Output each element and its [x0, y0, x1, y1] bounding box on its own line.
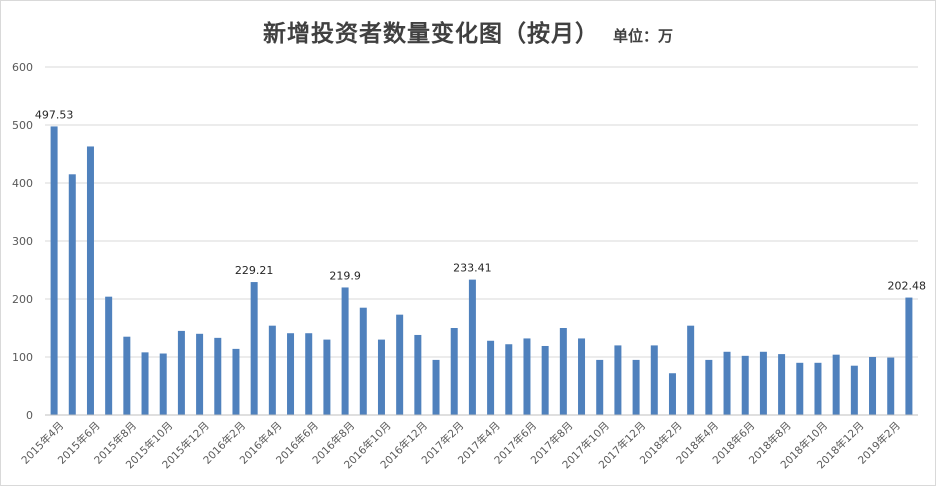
bar-2018年5月 — [723, 351, 731, 415]
bar-2017年7月 — [541, 345, 549, 415]
bar-2015年4月 — [50, 126, 58, 415]
bar-2017年8月 — [559, 328, 567, 415]
data-label: 497.53 — [35, 108, 74, 121]
bar-2015年12月 — [196, 333, 204, 415]
bar-2018年12月 — [850, 365, 858, 415]
bar-2018年11月 — [832, 354, 840, 415]
y-tick-label: 500 — [12, 119, 33, 132]
chart-title: 新增投资者数量变化图（按月） — [262, 21, 599, 47]
y-axis: 0 100 200 300 400 500 600 — [12, 61, 33, 422]
data-label: 229.21 — [235, 264, 274, 277]
bar-2016年2月 — [232, 348, 240, 415]
bar-2016年3月 — [250, 282, 258, 415]
bar-2018年4月 — [705, 359, 713, 415]
bar-2018年8月 — [778, 354, 786, 415]
bar-2018年2月 — [668, 373, 676, 415]
bar-2017年4月 — [487, 340, 495, 415]
y-tick-label: 400 — [12, 177, 33, 190]
bar-2017年11月 — [614, 345, 622, 415]
bar-2016年8月 — [341, 287, 349, 415]
bar-2019年2月 — [887, 357, 895, 415]
bar-2017年10月 — [596, 359, 604, 415]
bar-2015年8月 — [123, 336, 131, 415]
bar-2018年9月 — [796, 362, 804, 415]
bar-2018年3月 — [687, 325, 695, 415]
bar-2015年10月 — [159, 353, 167, 415]
bar-2015年6月 — [86, 146, 94, 415]
bar-2017年2月 — [450, 328, 458, 415]
bar-2018年1月 — [650, 345, 658, 415]
bar-2019年3月 — [905, 297, 913, 415]
bar-2017年1月 — [432, 359, 440, 415]
bar-2018年10月 — [814, 362, 822, 415]
bar-2015年11月 — [177, 330, 185, 415]
bar-2017年9月 — [578, 338, 586, 415]
bar-2016年10月 — [377, 339, 385, 415]
bar-2017年6月 — [523, 338, 531, 415]
y-tick-label: 600 — [12, 61, 33, 74]
x-axis: 2015年4月2015年6月2015年8月2015年10月2015年12月201… — [19, 414, 918, 471]
gridlines — [45, 66, 918, 416]
bar-2016年5月 — [287, 333, 295, 415]
data-label: 219.9 — [329, 269, 361, 282]
bar-2015年7月 — [105, 296, 113, 415]
bars — [50, 126, 913, 415]
bar-2016年12月 — [414, 334, 422, 415]
unit-label: 单位：万 — [612, 27, 673, 45]
data-label: 233.41 — [453, 262, 492, 275]
bar-2017年3月 — [468, 279, 476, 415]
title-row: 新增投资者数量变化图（按月） 单位：万 — [0, 14, 936, 54]
bar-2015年5月 — [68, 174, 76, 415]
data-labels: 497.53 229.21 219.9 233.41 202.48 — [35, 108, 926, 292]
bar-2017年5月 — [505, 344, 513, 415]
bar-2016年6月 — [305, 333, 313, 415]
y-tick-label: 300 — [12, 235, 33, 248]
bar-2016年4月 — [268, 325, 276, 415]
y-tick-label: 0 — [26, 409, 33, 422]
bar-2018年7月 — [759, 351, 767, 415]
bar-2016年7月 — [323, 339, 331, 415]
bar-2016年11月 — [396, 314, 404, 415]
bar-2016年1月 — [214, 337, 222, 415]
bar-2018年6月 — [741, 355, 749, 415]
bar-2019年1月 — [869, 357, 877, 415]
bar-2017年12月 — [632, 359, 640, 415]
bar-2015年9月 — [141, 352, 149, 415]
y-tick-label: 200 — [12, 293, 33, 306]
bar-2016年9月 — [359, 307, 367, 415]
data-label: 202.48 — [888, 280, 927, 293]
y-tick-label: 100 — [12, 351, 33, 364]
